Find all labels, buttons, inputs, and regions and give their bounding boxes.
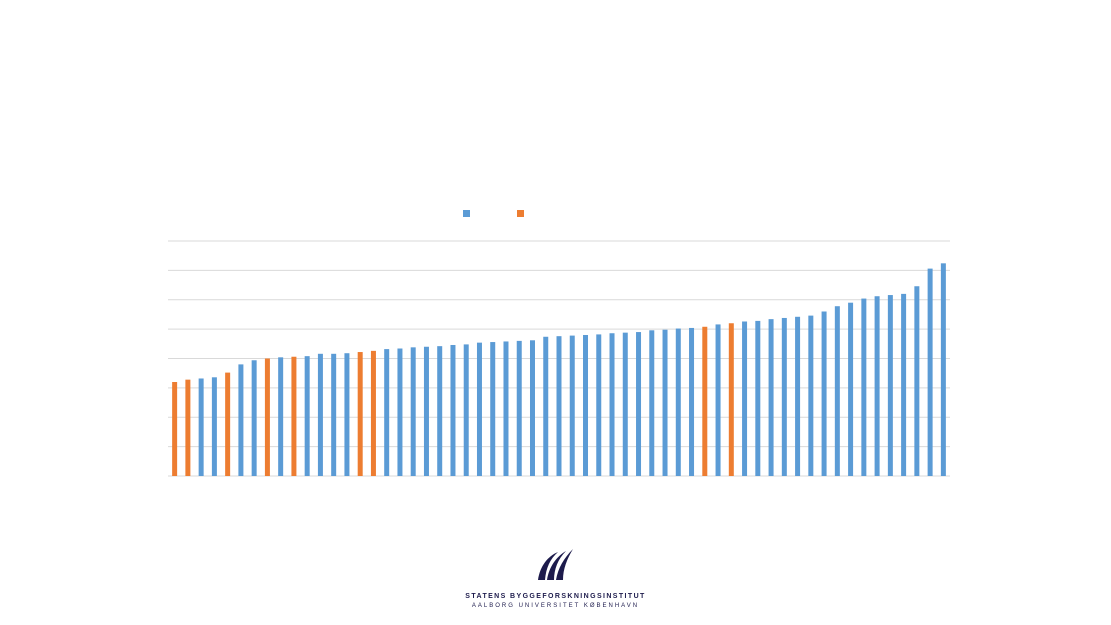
bar (503, 341, 509, 476)
bar (225, 372, 231, 476)
bar (662, 329, 668, 476)
bar (808, 315, 814, 476)
org-name: STATENS BYGGEFORSKNINGSINSTITUT (465, 593, 646, 600)
bar (238, 364, 244, 477)
legend-swatch (517, 210, 524, 217)
bar (848, 302, 854, 476)
legend (463, 210, 524, 217)
bar (927, 268, 933, 476)
bar (914, 286, 920, 476)
bar (291, 356, 297, 476)
bar (742, 321, 748, 476)
org-subtitle: AALBORG UNIVERSITET KØBENHAVN (471, 603, 640, 609)
bar (556, 336, 562, 476)
bar (874, 296, 880, 476)
bar (211, 377, 217, 476)
bar (821, 311, 827, 476)
bar (609, 333, 615, 476)
bar (901, 293, 907, 477)
bar (596, 334, 602, 476)
bar (185, 379, 191, 476)
legend-swatch (463, 210, 470, 217)
institute-logo-icon (537, 549, 573, 580)
footer-logo-block: STATENS BYGGEFORSKNINGSINSTITUT AALBORG … (0, 546, 1111, 609)
bar (357, 352, 363, 476)
bar (476, 342, 482, 476)
bar (490, 342, 496, 476)
bar (834, 306, 840, 476)
bar (728, 323, 734, 476)
bar (251, 360, 257, 476)
bar (278, 357, 284, 476)
bar (529, 340, 535, 476)
bar (450, 344, 456, 476)
bar (569, 335, 575, 476)
bar (331, 353, 337, 476)
bar (887, 295, 893, 476)
bar (702, 326, 708, 476)
bar (781, 317, 787, 476)
bar (370, 350, 376, 476)
bar (172, 382, 178, 476)
bars (172, 263, 946, 477)
bar (583, 335, 589, 476)
bar (384, 349, 390, 476)
bar (423, 346, 429, 476)
bar (543, 336, 549, 476)
bar (675, 328, 681, 476)
bar (198, 378, 204, 476)
bar (410, 347, 416, 476)
bar (437, 346, 443, 476)
bar (940, 263, 946, 476)
bar (715, 324, 721, 476)
bar (622, 332, 628, 476)
bar (344, 353, 350, 476)
bar (516, 340, 522, 477)
bar (636, 332, 642, 476)
bar (304, 356, 310, 476)
bar (795, 316, 801, 476)
bar (264, 358, 270, 476)
bar (689, 327, 695, 476)
bar (463, 344, 469, 476)
bar (768, 319, 774, 476)
bar (755, 320, 761, 476)
bar (397, 348, 403, 476)
bar (861, 298, 867, 476)
bar (317, 353, 323, 476)
bar (649, 330, 655, 476)
